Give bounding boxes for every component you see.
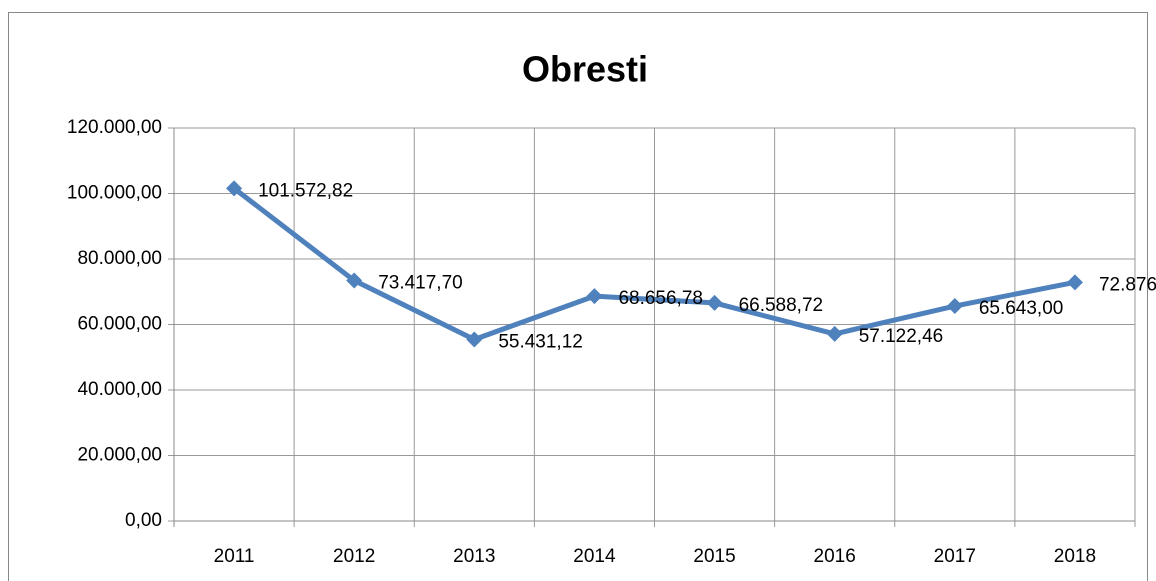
data-label: 73.417,70 (378, 273, 463, 294)
data-label: 55.431,12 (498, 331, 583, 352)
x-tick-label: 2014 (573, 546, 616, 567)
x-tick-label: 2011 (214, 546, 255, 567)
marker (586, 288, 603, 305)
data-label: 101.572,82 (258, 180, 353, 201)
x-tick-label: 2018 (1054, 546, 1096, 567)
marker (706, 294, 723, 311)
data-label: 72.876,18 (1099, 274, 1156, 295)
marker (466, 331, 483, 348)
data-label: 57.122,46 (859, 326, 944, 347)
data-label: 66.588,72 (739, 295, 824, 316)
y-tick-label: 120.000,00 (67, 117, 162, 138)
marker (1066, 274, 1083, 291)
marker (346, 272, 363, 289)
x-tick-label: 2017 (934, 546, 976, 567)
y-tick-label: 100.000,00 (67, 183, 162, 204)
y-tick-label: 40.000,00 (77, 379, 162, 400)
y-tick-label: 20.000,00 (77, 445, 162, 466)
x-tick-label: 2013 (453, 546, 495, 567)
line (232, 186, 1076, 342)
y-tick-label: 60.000,00 (77, 314, 162, 335)
data-label: 68.656,78 (618, 288, 703, 309)
x-tick-label: 2016 (814, 546, 856, 567)
marker (946, 298, 963, 315)
chart-title: Obresti (522, 49, 648, 90)
marker (826, 325, 843, 342)
x-tick-label: 2015 (693, 546, 735, 567)
marker (226, 180, 243, 197)
x-tick-label: 2012 (333, 546, 375, 567)
chart-border (8, 12, 1148, 581)
y-tick-label: 80.000,00 (77, 248, 162, 269)
data-label: 65.643,00 (979, 298, 1064, 319)
y-tick-label: 0,00 (125, 510, 162, 531)
